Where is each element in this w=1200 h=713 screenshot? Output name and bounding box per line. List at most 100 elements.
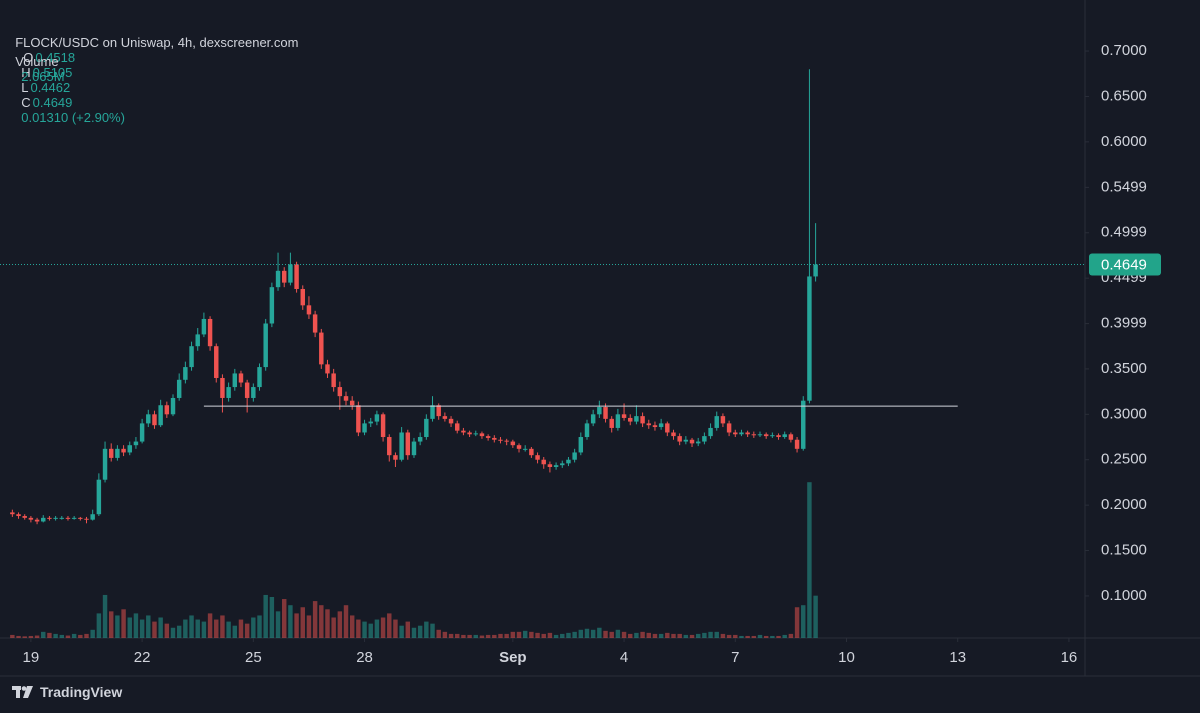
candle-body — [59, 517, 65, 519]
volume-bar — [10, 634, 15, 638]
volume-bar — [183, 619, 188, 638]
candle-body — [34, 519, 40, 522]
volume-bar — [170, 627, 176, 638]
volume-bar — [634, 632, 639, 638]
candle-body — [590, 414, 596, 424]
volume-bar — [84, 633, 89, 638]
volume-bar — [714, 631, 719, 638]
legend-row: FLOCK/USDC on Uniswap, 4h, dexscreener.c… — [8, 20, 300, 125]
candle-body — [492, 437, 497, 440]
candle-body — [195, 334, 200, 347]
candle-body — [479, 433, 485, 437]
brand: TradingView — [12, 684, 122, 700]
volume-bar — [485, 634, 491, 638]
x-tick-label: Sep — [499, 649, 527, 666]
candle-body — [362, 423, 367, 433]
candle-body — [71, 517, 77, 519]
candle-body — [164, 405, 170, 415]
volume-bar — [102, 594, 108, 638]
volume-bar — [387, 613, 392, 638]
candle-body — [510, 441, 516, 446]
volume-bar — [572, 631, 577, 638]
volume-bar — [263, 594, 268, 638]
close-label: C — [21, 95, 31, 110]
volume-bar — [683, 634, 689, 638]
candle-body — [658, 423, 664, 428]
candle-body — [498, 439, 503, 441]
candle-body — [424, 418, 429, 438]
volume-bar — [442, 631, 448, 638]
candle-body — [584, 423, 590, 438]
volume-bar — [411, 627, 417, 638]
candle-body — [615, 414, 621, 428]
volume-bar — [53, 633, 58, 638]
volume-bar — [146, 615, 151, 638]
candle-body — [782, 434, 787, 438]
volume-bar — [813, 595, 818, 638]
x-tick-label: 4 — [620, 649, 628, 666]
volume-bar — [115, 615, 120, 638]
candle-body — [794, 439, 800, 449]
candle-body — [751, 434, 757, 436]
candle-body — [621, 414, 627, 418]
volume-bar — [349, 615, 355, 638]
candle-body — [399, 432, 404, 460]
candle-body — [16, 514, 21, 517]
axis-layer: 0.1000 0.1500 0.2000 0.2500 0.3000 0.3500 0.39… — [23, 42, 1161, 666]
volume-bar — [801, 605, 806, 638]
candle-body — [578, 437, 584, 453]
candle-body — [609, 418, 614, 428]
candle-body — [102, 448, 108, 480]
volume-bar — [436, 629, 441, 638]
candle-body — [683, 439, 689, 442]
volume-bar — [189, 615, 194, 638]
candle-body — [634, 416, 639, 422]
volume-bar — [535, 632, 540, 638]
volume-bar — [671, 633, 676, 638]
volume-bar — [560, 633, 565, 638]
candle-body — [294, 264, 299, 289]
volume-bar — [214, 619, 219, 638]
volume-bar — [739, 635, 744, 638]
last-price-box — [1089, 253, 1161, 276]
candle-body — [244, 382, 250, 398]
volume-bar — [28, 635, 34, 638]
candle-body — [183, 367, 188, 380]
volume-bar — [96, 613, 102, 638]
volume-bar — [47, 632, 52, 638]
volume-bar — [393, 619, 398, 638]
candle-body — [745, 432, 750, 435]
volume-bar — [621, 631, 627, 638]
candle-body — [535, 455, 540, 460]
volume-value: 2.065M — [21, 69, 65, 84]
volume-bar — [504, 633, 509, 638]
volume-bar — [319, 605, 324, 638]
candle-body — [572, 452, 577, 460]
volume-bar — [207, 613, 213, 638]
brand-name: TradingView — [40, 684, 123, 700]
volume-bar — [615, 629, 621, 638]
y-tick-label: 0.3500 — [1101, 360, 1147, 377]
candle-body — [158, 405, 163, 426]
candle-body — [65, 517, 71, 519]
volume-bar — [689, 634, 695, 638]
candle-body — [170, 397, 176, 415]
volume-bar — [294, 613, 299, 638]
volume-layer — [10, 482, 818, 638]
candle-body — [269, 287, 275, 324]
x-tick-label: 28 — [356, 649, 373, 666]
candle-body — [288, 264, 293, 283]
volume-bar — [220, 615, 225, 638]
volume-bar — [139, 619, 145, 638]
x-tick-label: 22 — [134, 649, 151, 666]
volume-bar — [646, 632, 651, 638]
y-tick-label: 0.1000 — [1101, 587, 1147, 604]
volume-bar — [763, 635, 769, 638]
candle-body — [28, 517, 34, 520]
candle-body — [349, 400, 355, 406]
volume-bar — [522, 630, 528, 638]
candle-body — [263, 323, 268, 368]
candle-body — [115, 448, 120, 458]
change-value: 0.01310 (+2.90%) — [21, 110, 125, 125]
candle-body — [331, 373, 336, 388]
